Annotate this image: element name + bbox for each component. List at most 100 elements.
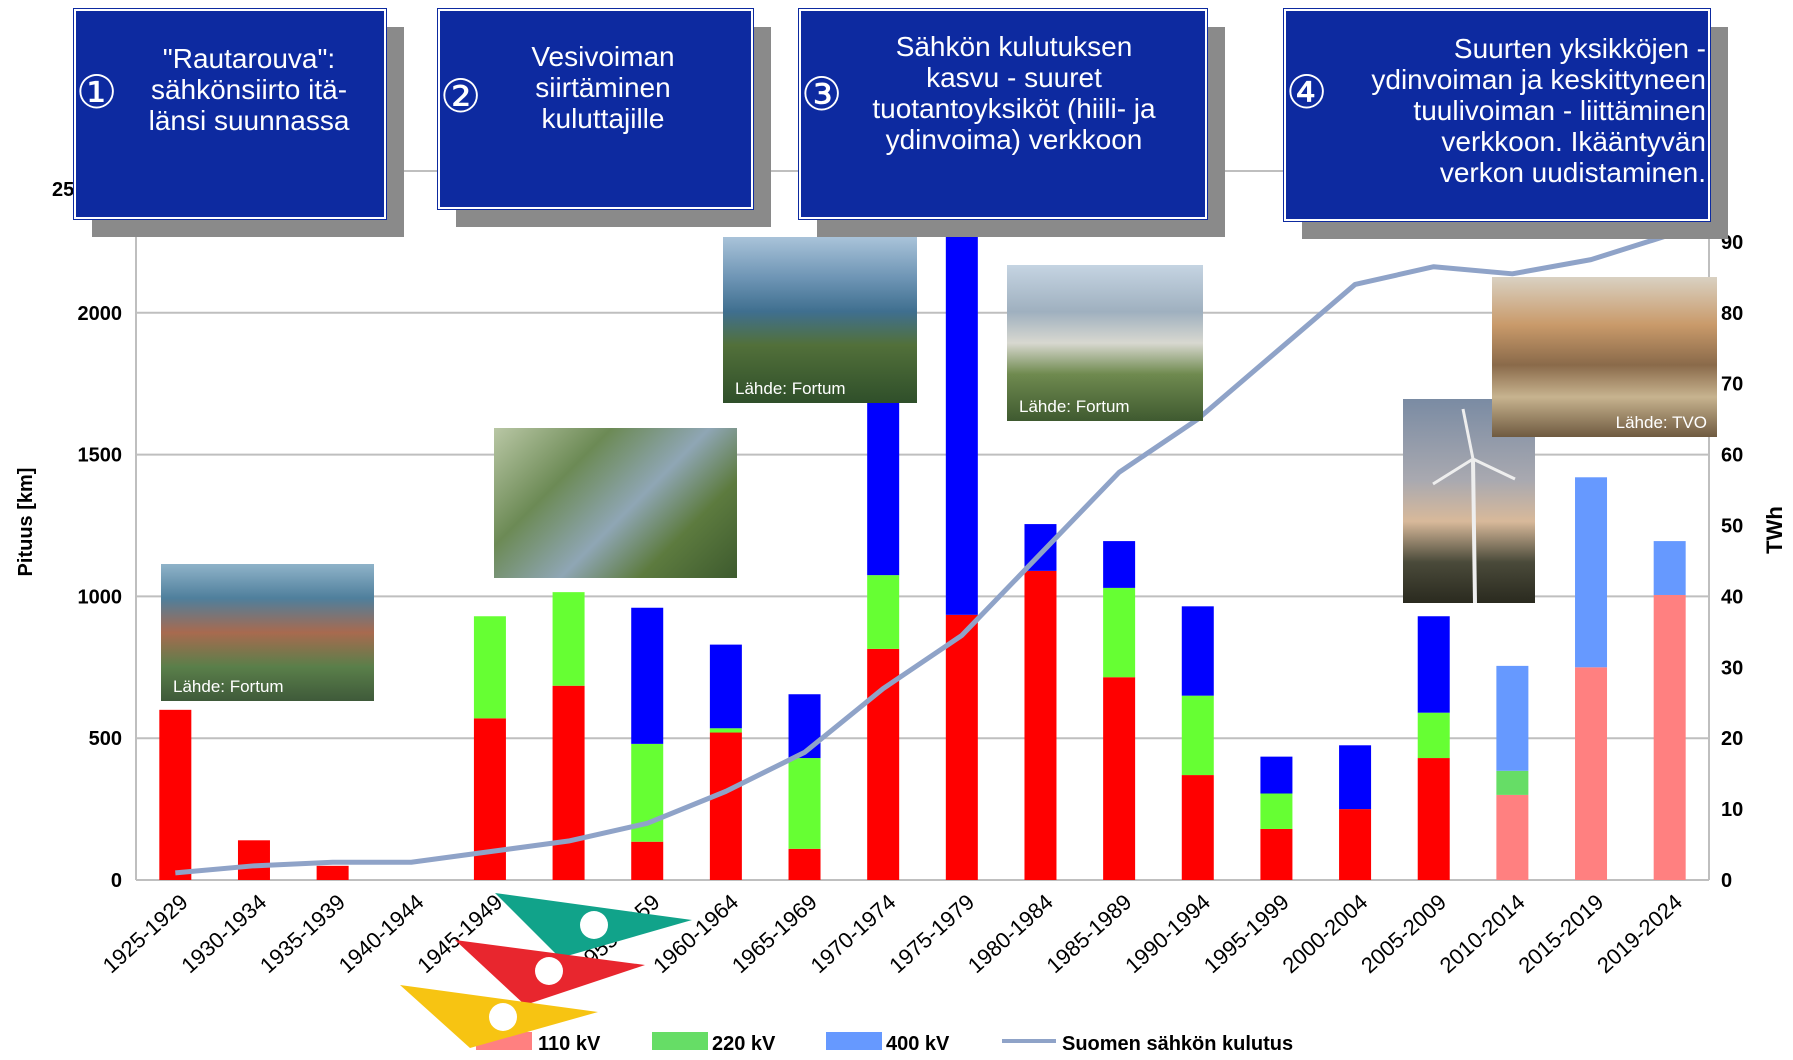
x-tick-label: 1990-1994 <box>1120 889 1215 978</box>
photo-hydro-plant: Lähde: Fortum <box>161 564 374 701</box>
y2-tick-label: 70 <box>1721 374 1743 396</box>
legend-label-110kv: 110 kV <box>538 1033 601 1055</box>
y2-tick-label: 20 <box>1721 728 1743 750</box>
y2-tick-label: 60 <box>1721 445 1743 467</box>
x-tick-label: 1925-1929 <box>98 889 193 978</box>
x-tick-label: 1935-1939 <box>255 889 350 978</box>
y2-tick-label: 0 <box>1721 870 1732 892</box>
bar-110kv-1935-1939 <box>316 865 349 880</box>
x-tick-label: 2015-2019 <box>1513 889 1608 978</box>
bar-110kv-1955-1959 <box>631 841 664 880</box>
bar-220kv-1970-1974 <box>867 575 900 649</box>
bar-110kv-2010-2014 <box>1496 794 1529 880</box>
callout-1: ① "Rautarouva": sähkönsiirto itä- länsi … <box>74 9 404 237</box>
bar-110kv-1985-1989 <box>1103 677 1136 880</box>
callout-number: ② <box>440 69 482 123</box>
photo-caption: Lähde: Fortum <box>1019 397 1130 416</box>
y-axis-label: Pituus [km] <box>15 468 37 577</box>
x-tick-label: 2005-2009 <box>1356 889 1451 978</box>
x-tick-label: 1985-1989 <box>1042 889 1137 978</box>
bar-110kv-1995-1999 <box>1260 828 1293 880</box>
bar-400kv-2000-2004 <box>1339 745 1372 810</box>
turbine-icon <box>1432 408 1516 603</box>
bar-110kv-1980-1984 <box>1024 570 1057 880</box>
consumption-line <box>175 232 1671 876</box>
bar-400kv-1995-1999 <box>1260 756 1293 794</box>
bar-110kv-1965-1969 <box>788 848 821 880</box>
bar-220kv-2010-2014 <box>1496 770 1529 795</box>
photo-construction-site: Lähde: TVO <box>1492 277 1717 437</box>
callout-number: ④ <box>1286 65 1328 119</box>
y-axis-top-tick: 25 <box>52 179 74 201</box>
callout-text: Vesivoiman siirtäminen kuluttajille <box>531 41 675 134</box>
bar-400kv-2015-2019 <box>1575 477 1608 668</box>
callout-number: ① <box>76 65 118 119</box>
bar-110kv-1925-1929 <box>159 709 192 880</box>
bar-220kv-1960-1964 <box>709 728 742 733</box>
bar-110kv-1945-1949 <box>473 718 506 880</box>
x-axis: 1925-19291930-19341935-19391940-19441945… <box>98 889 1687 978</box>
bar-110kv-1975-1979 <box>945 614 978 880</box>
bar-220kv-1995-1999 <box>1260 793 1293 829</box>
legend-swatch-220kv <box>652 1032 708 1050</box>
y2-tick-label: 30 <box>1721 657 1743 679</box>
bar-400kv-2010-2014 <box>1496 665 1529 771</box>
y-axis-left: 0 500 1000 1500 2000 <box>78 303 123 892</box>
bar-400kv-1955-1959 <box>631 607 664 744</box>
legend-label-220kv: 220 kV <box>712 1033 776 1055</box>
legend-label-consumption: Suomen sähkön kulutus <box>1062 1033 1293 1055</box>
bar-400kv-1960-1964 <box>709 644 742 729</box>
pin-marker-yellow <box>400 985 598 1048</box>
bar-400kv-2005-2009 <box>1417 616 1450 713</box>
legend: 110 kV 220 kV 400 kV Suomen sähkön kulut… <box>476 1032 1293 1055</box>
bar-110kv-2015-2019 <box>1575 667 1608 880</box>
y2-tick-label: 40 <box>1721 586 1743 608</box>
x-tick-label: 2010-2014 <box>1435 889 1530 978</box>
y2-tick-label: 80 <box>1721 303 1743 325</box>
callout-text: "Rautarouva": sähkönsiirto itä- länsi su… <box>148 43 350 136</box>
bar-400kv-1970-1974 <box>867 400 900 576</box>
x-tick-label: 1930-1934 <box>176 889 271 978</box>
photo-coal-plant: Lähde: Fortum <box>1007 265 1203 421</box>
bar-110kv-2019-2024 <box>1653 594 1686 880</box>
bar-110kv-1930-1934 <box>237 840 270 880</box>
x-tick-label: 2000-2004 <box>1277 889 1372 978</box>
bar-110kv-1990-1994 <box>1181 775 1214 880</box>
y-tick-label: 1500 <box>78 445 123 467</box>
callout-text: Suurten yksikköjen - ydinvoiman ja keski… <box>1371 33 1706 188</box>
bar-220kv-2005-2009 <box>1417 712 1450 759</box>
bar-220kv-1965-1969 <box>788 758 821 849</box>
photo-dam-aerial <box>494 428 737 578</box>
pin-marker-red <box>455 940 645 1005</box>
y-tick-label: 2000 <box>78 303 123 325</box>
y2-tick-label: 50 <box>1721 516 1743 538</box>
legend-swatch-400kv <box>826 1032 882 1050</box>
photo-nuclear-plant: Lähde: Fortum <box>723 237 917 403</box>
bar-110kv-2005-2009 <box>1417 758 1450 880</box>
bar-220kv-1985-1989 <box>1103 587 1136 678</box>
callout-2: ② Vesivoiman siirtäminen kuluttajille <box>438 9 771 227</box>
callout-text: Sähkön kulutuksen kasvu - suuret tuotant… <box>872 31 1156 155</box>
bar-220kv-1945-1949 <box>473 616 506 719</box>
y-tick-label: 500 <box>89 728 122 750</box>
photo-caption: Lähde: TVO <box>1615 413 1707 432</box>
bar-400kv-1965-1969 <box>788 694 821 759</box>
bar-400kv-1975-1979 <box>945 216 978 615</box>
pin-marker-green <box>495 893 692 958</box>
x-tick-label: 1965-1969 <box>727 889 822 978</box>
bar-400kv-1985-1989 <box>1103 541 1136 588</box>
y2-tick-label: 10 <box>1721 799 1743 821</box>
callout-3: ③ Sähkön kulutuksen kasvu - suuret tuota… <box>799 9 1225 237</box>
y-tick-label: 0 <box>111 870 122 892</box>
photo-caption: Lähde: Fortum <box>735 379 846 398</box>
x-tick-label: 1975-1979 <box>884 889 979 978</box>
callout-4: ④ Suurten yksikköjen - ydinvoiman ja kes… <box>1284 9 1728 239</box>
x-tick-label: 1980-1984 <box>963 889 1058 978</box>
bars <box>159 216 1686 880</box>
callout-number: ③ <box>801 67 843 121</box>
x-tick-label: 1960-1964 <box>648 889 743 978</box>
x-tick-label: 1940-1944 <box>334 889 429 978</box>
legend-label-400kv: 400 kV <box>886 1033 950 1055</box>
bar-400kv-1990-1994 <box>1181 606 1214 696</box>
